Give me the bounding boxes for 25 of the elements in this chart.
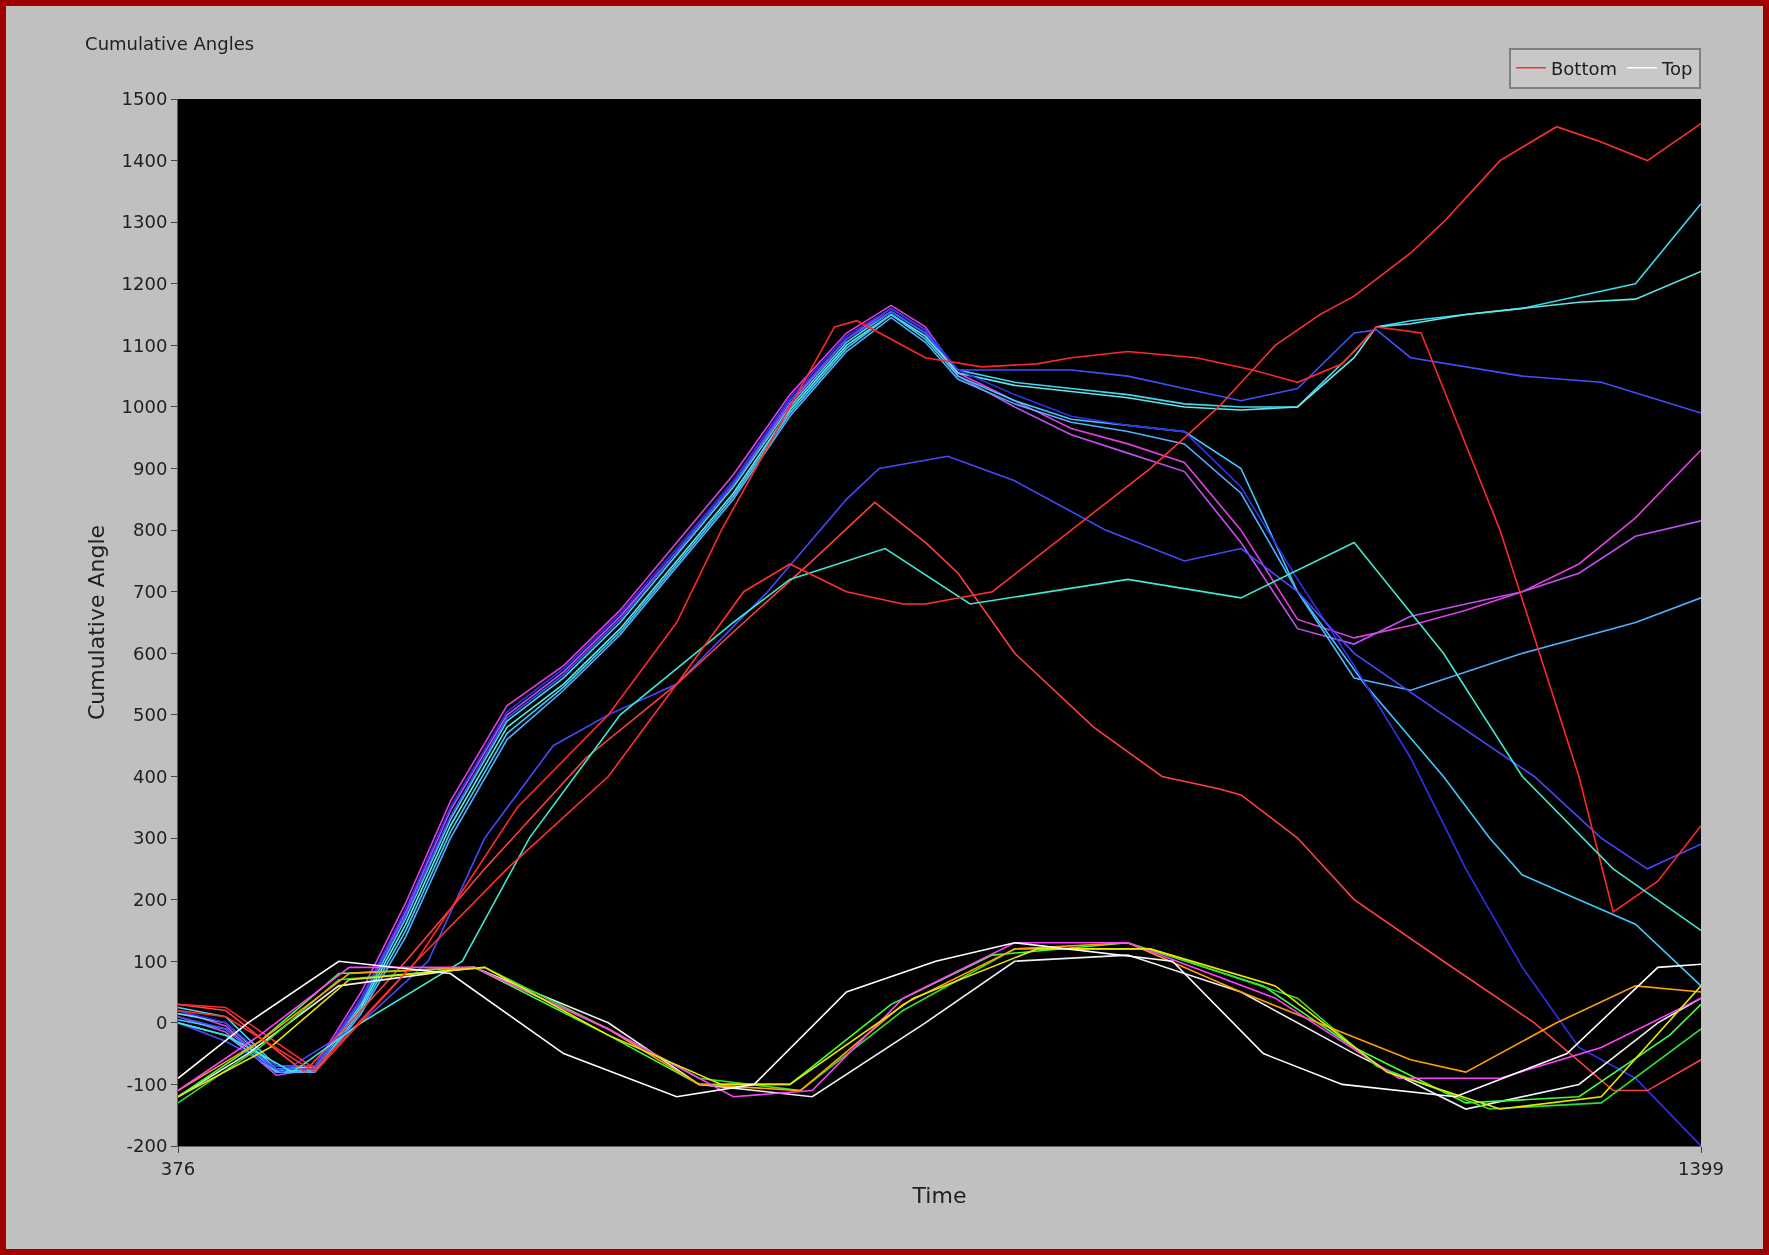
y-tick-label: -100 bbox=[126, 1073, 168, 1095]
y-tick-label: 800 bbox=[133, 519, 168, 541]
y-tick-label: 1300 bbox=[121, 211, 168, 233]
y-tick-label: 300 bbox=[133, 827, 168, 849]
y-axis-title: Cumulative Angle bbox=[84, 524, 110, 721]
x-axis-title: Time bbox=[911, 1183, 967, 1209]
y-tick-label: 700 bbox=[133, 581, 168, 603]
chart-title: Cumulative Angles bbox=[85, 32, 255, 54]
y-tick-label: 1500 bbox=[121, 88, 168, 110]
legend-label: Top bbox=[1661, 57, 1693, 79]
y-tick-label: 1000 bbox=[121, 396, 168, 418]
y-tick-label: 400 bbox=[133, 765, 168, 787]
y-tick-label: 1200 bbox=[121, 273, 168, 295]
y-tick-label: 600 bbox=[133, 642, 168, 664]
x-tick-label: 1399 bbox=[1678, 1157, 1724, 1179]
y-tick-label: 1400 bbox=[121, 149, 168, 171]
x-tick-label: 376 bbox=[160, 1157, 196, 1179]
y-tick-label: 900 bbox=[133, 457, 168, 479]
y-tick-label: 0 bbox=[155, 1012, 168, 1034]
y-tick-label: -200 bbox=[126, 1135, 168, 1157]
y-tick-label: 200 bbox=[133, 888, 168, 910]
y-tick-label: 500 bbox=[133, 704, 168, 726]
legend-label: Bottom bbox=[1551, 57, 1618, 79]
y-tick-label: 100 bbox=[133, 950, 168, 972]
y-tick-label: 1100 bbox=[121, 334, 168, 356]
